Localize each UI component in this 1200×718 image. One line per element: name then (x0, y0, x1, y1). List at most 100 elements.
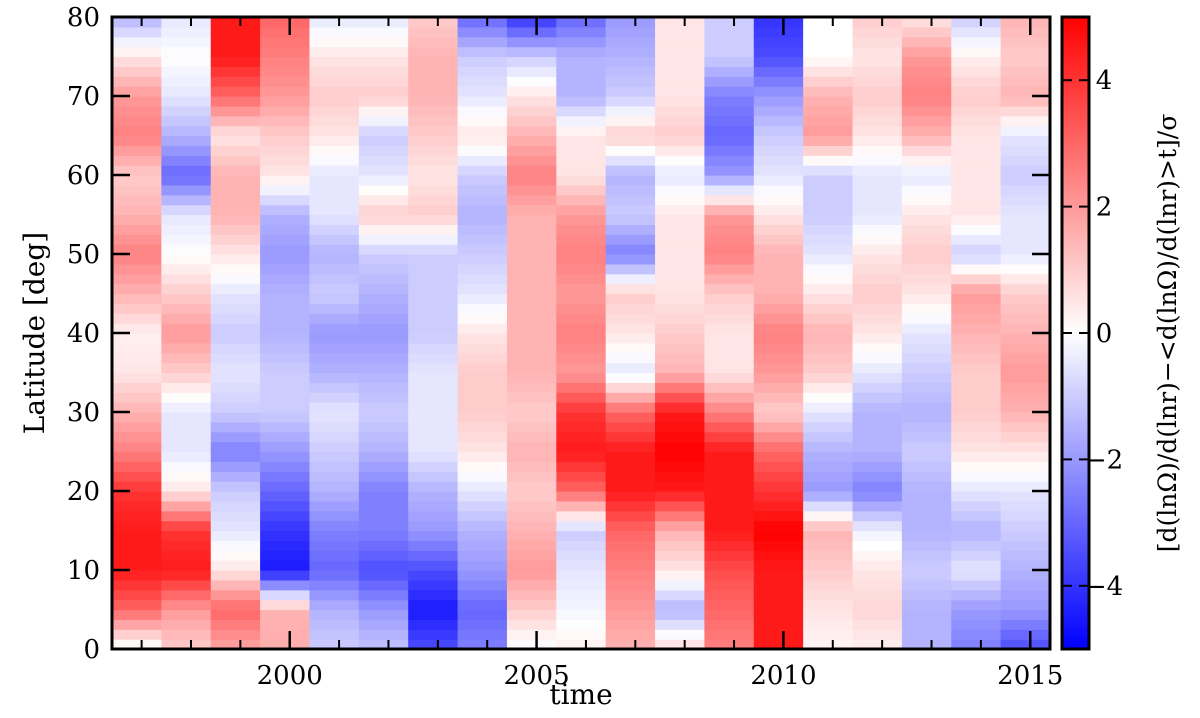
heatmap-cell (605, 105, 656, 117)
heatmap-cell (506, 56, 557, 67)
heatmap-cell (408, 333, 459, 344)
heatmap-cell (901, 412, 952, 423)
heatmap-cell (309, 303, 360, 314)
heatmap-cell (112, 560, 162, 571)
heatmap-cell (951, 392, 1002, 403)
heatmap-cell (803, 263, 854, 275)
heatmap-cell (605, 461, 656, 472)
heatmap-cell (901, 303, 952, 314)
heatmap-cell (655, 382, 706, 393)
heatmap-cell (852, 86, 903, 97)
heatmap-cell (161, 283, 212, 295)
heatmap-cell (408, 520, 459, 532)
heatmap-cell (852, 372, 903, 383)
heatmap-cell (605, 550, 656, 561)
heatmap-cell (704, 313, 755, 324)
heatmap-cell (605, 402, 656, 413)
heatmap-cell (112, 26, 162, 38)
heatmap-cell (358, 372, 409, 383)
heatmap-cell (506, 431, 557, 443)
heatmap-cell (605, 560, 656, 571)
heatmap-cell (1000, 629, 1051, 640)
heatmap-cell (556, 639, 607, 650)
heatmap-cell (457, 56, 508, 67)
heatmap-cell (655, 155, 706, 166)
heatmap-cell (655, 402, 706, 413)
heatmap-cell (951, 520, 1002, 532)
heatmap-cell (753, 609, 804, 620)
heatmap-cell (753, 441, 804, 453)
heatmap-cell (457, 26, 508, 38)
heatmap-cell (408, 115, 459, 127)
heatmap-cell (655, 234, 706, 245)
heatmap-cell (457, 175, 508, 186)
heatmap-cell (112, 491, 162, 502)
heatmap-cell (112, 500, 162, 512)
heatmap-cell (210, 589, 261, 601)
heatmap-cell (309, 165, 360, 176)
heatmap-cell (309, 530, 360, 541)
heatmap-cell (951, 273, 1002, 285)
heatmap-cell (605, 382, 656, 393)
heatmap-cell (309, 155, 360, 166)
heatmap-cell (260, 481, 311, 492)
heatmap-cell (852, 510, 903, 522)
heatmap-cell (556, 273, 607, 285)
heatmap-cell (358, 342, 409, 354)
heatmap-cell (852, 204, 903, 216)
heatmap-cell (506, 125, 557, 137)
heatmap-cell (852, 135, 903, 146)
heatmap-cell (1000, 520, 1051, 532)
heatmap-cell (408, 86, 459, 97)
y-axis-ticks: 0 10 20 30 40 50 60 70 80 (67, 3, 1050, 665)
heatmap-cell (161, 362, 212, 374)
heatmap-cell (704, 184, 755, 196)
heatmap-cell (753, 530, 804, 541)
heatmap-cell (951, 155, 1002, 166)
heatmap-cell (803, 619, 854, 630)
heatmap-cell (951, 96, 1002, 107)
heatmap-cell (901, 461, 952, 472)
heatmap-cell (704, 66, 755, 77)
heatmap-cell (210, 323, 261, 334)
heatmap-cell (210, 46, 261, 58)
heatmap-cell (457, 589, 508, 601)
heatmap-cell (852, 115, 903, 127)
heatmap-cell (605, 609, 656, 620)
heatmap-cell (852, 76, 903, 87)
heatmap-cell (457, 135, 508, 146)
heatmap-cell (358, 589, 409, 601)
heatmap-cell (803, 510, 854, 522)
heatmap-cell (901, 639, 952, 650)
heatmap-cell (951, 204, 1002, 216)
heatmap-cell (260, 491, 311, 502)
heatmap-cell (1000, 175, 1051, 186)
heatmap-cell (260, 303, 311, 314)
heatmap-cell (951, 66, 1002, 77)
heatmap-cell (309, 115, 360, 127)
heatmap-cell (704, 303, 755, 314)
heatmap-cell (309, 244, 360, 255)
x-axis-ticks: 2000 2005 2010 2015 (140, 17, 1063, 691)
heatmap-cell (457, 392, 508, 403)
heatmap-cell (260, 26, 311, 38)
heatmap-cell (112, 313, 162, 324)
heatmap-cell (1000, 639, 1051, 650)
heatmap-cell (408, 194, 459, 206)
heatmap-cell (408, 412, 459, 423)
heatmap-cell (852, 589, 903, 601)
heatmap-cell (803, 135, 854, 146)
heatmap-cell (408, 560, 459, 571)
heatmap-cell (803, 530, 854, 541)
heatmap-cell (506, 76, 557, 87)
heatmap-cell (803, 421, 854, 433)
heatmap-cell (358, 323, 409, 334)
heatmap-cell (457, 36, 508, 48)
heatmap-cell (260, 194, 311, 206)
heatmap-cell (901, 17, 952, 28)
heatmap-cell (112, 520, 162, 532)
heatmap-cell (655, 254, 706, 265)
heatmap-cell (260, 500, 311, 512)
heatmap-cell (1000, 283, 1051, 295)
heatmap-cell (1000, 56, 1051, 67)
